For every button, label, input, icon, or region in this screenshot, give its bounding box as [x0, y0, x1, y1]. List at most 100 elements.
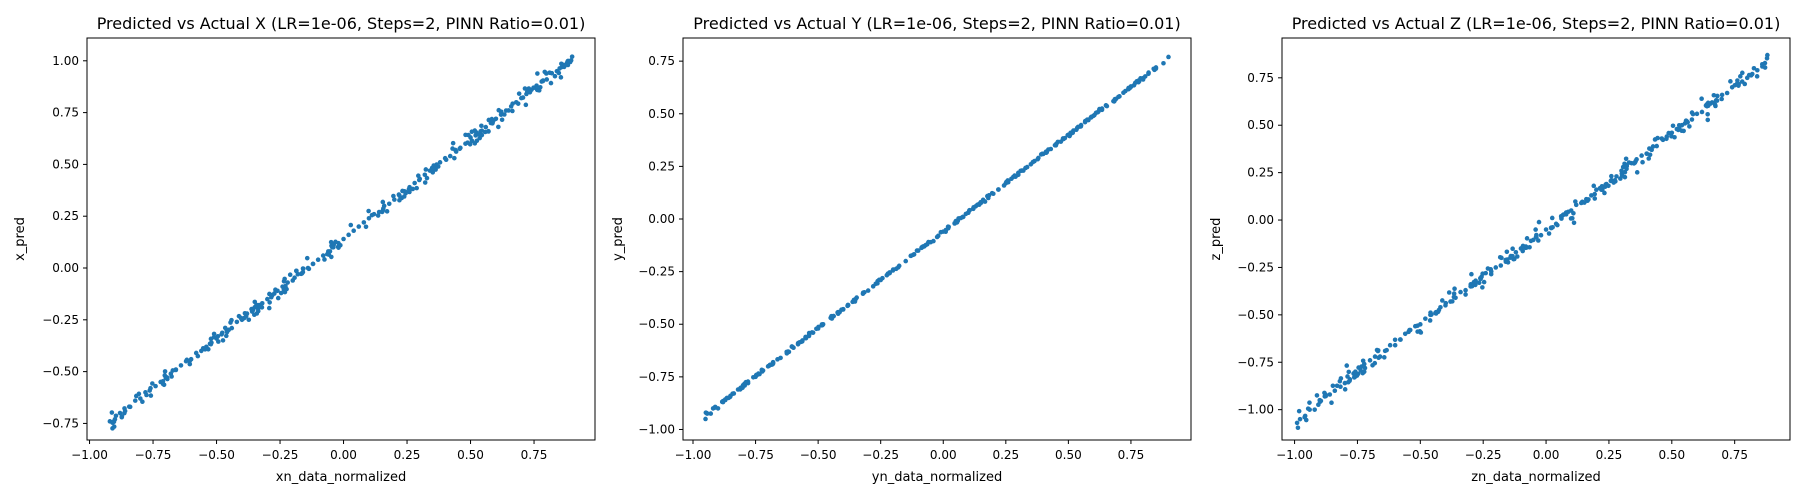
x-tick-label: −1.00 [675, 448, 712, 462]
data-point [1705, 117, 1711, 123]
data-point [1485, 266, 1491, 271]
data-point [1004, 179, 1009, 185]
data-point [1514, 254, 1520, 259]
data-point [391, 193, 396, 199]
y-tick-label: 0.00 [1247, 213, 1274, 227]
data-point [970, 206, 976, 212]
data-point [1597, 185, 1603, 191]
data-point [831, 313, 836, 319]
data-point [1623, 156, 1629, 162]
data-point [150, 381, 155, 386]
data-point [1451, 291, 1457, 296]
data-point [786, 349, 792, 355]
data-point [407, 189, 412, 195]
tick-marks: −1.00 −0.75 −0.50 −0.25 0.00 0.25 0.50 0.75 −1.0… [1237, 71, 1748, 462]
data-point [1329, 400, 1334, 406]
y-tick-label: 0.50 [1247, 118, 1274, 132]
data-point [292, 275, 297, 281]
tick-marks: −1.00 −0.75 −0.50 −0.25 0.00 0.25 0.50 0.75 −1.0… [638, 54, 1144, 462]
y-axis-label: y_pred [611, 217, 626, 261]
data-point [548, 80, 554, 86]
data-point [1463, 292, 1468, 297]
data-point [1510, 246, 1515, 252]
data-point [708, 411, 714, 416]
data-point [1504, 249, 1510, 255]
x-axis-label: zn_data_normalized [1471, 470, 1601, 485]
data-point [1655, 135, 1660, 141]
data-point [1488, 271, 1494, 277]
data-point [1436, 307, 1442, 313]
data-point [348, 222, 354, 228]
x-tick-label: 0.75 [1721, 448, 1748, 462]
data-point [113, 413, 119, 419]
data-point [122, 410, 127, 416]
data-point [1690, 111, 1696, 117]
data-point [1406, 329, 1411, 335]
data-point [1626, 160, 1632, 165]
y-tick-label: −0.75 [1237, 355, 1274, 369]
data-point [568, 58, 574, 63]
y-tick-label: −0.50 [638, 317, 675, 331]
data-point [111, 424, 117, 429]
data-point [1024, 164, 1030, 170]
data-point [278, 290, 284, 296]
data-point [132, 398, 138, 403]
data-point [483, 124, 489, 130]
data-point [1480, 285, 1485, 290]
y-tick-label: 0.50 [52, 157, 79, 171]
y-tick-label: 0.25 [1247, 166, 1274, 180]
data-point [967, 208, 972, 213]
data-point [477, 135, 482, 141]
data-point [1469, 283, 1474, 289]
x-tick-label: 0.75 [521, 448, 548, 462]
data-point [401, 194, 407, 199]
data-point [1534, 232, 1539, 238]
data-point [267, 300, 272, 305]
x-tick-label: −0.75 [135, 448, 172, 462]
data-point [943, 227, 949, 233]
data-point [162, 369, 168, 374]
data-point [1759, 61, 1765, 67]
data-point [226, 327, 232, 333]
data-point [865, 288, 871, 293]
data-point [1687, 124, 1692, 129]
data-point [1384, 347, 1389, 353]
data-point [710, 406, 716, 411]
data-point [956, 216, 961, 221]
data-point [1510, 253, 1515, 259]
data-point [266, 305, 272, 311]
data-point [208, 341, 214, 347]
data-point [310, 261, 316, 267]
data-point [490, 120, 495, 125]
data-point [147, 388, 153, 393]
data-point [1012, 173, 1017, 178]
data-point [252, 305, 257, 310]
data-point [775, 357, 780, 362]
data-point [450, 146, 455, 151]
data-point [1594, 187, 1599, 192]
data-point [1493, 265, 1499, 270]
data-point [1070, 130, 1076, 136]
chart-title: Predicted vs Actual Y (LR=1e-06, Steps=2… [693, 14, 1180, 33]
data-point [552, 73, 558, 79]
data-point [265, 296, 270, 302]
data-point [1009, 176, 1014, 182]
data-point [1030, 159, 1036, 165]
data-point [885, 271, 891, 276]
data-point [535, 71, 540, 76]
data-point [220, 330, 225, 336]
data-point [327, 249, 333, 254]
data-point [1676, 125, 1682, 131]
data-point [447, 153, 453, 159]
data-point [1520, 248, 1526, 254]
y-tick-label: 1.00 [52, 54, 79, 68]
data-point [1074, 127, 1079, 133]
data-point [934, 234, 940, 240]
data-point [523, 102, 529, 108]
data-point [540, 78, 546, 84]
data-point [255, 308, 261, 314]
data-point [369, 212, 375, 218]
data-point [820, 322, 825, 328]
x-tick-label: −0.75 [737, 448, 774, 462]
